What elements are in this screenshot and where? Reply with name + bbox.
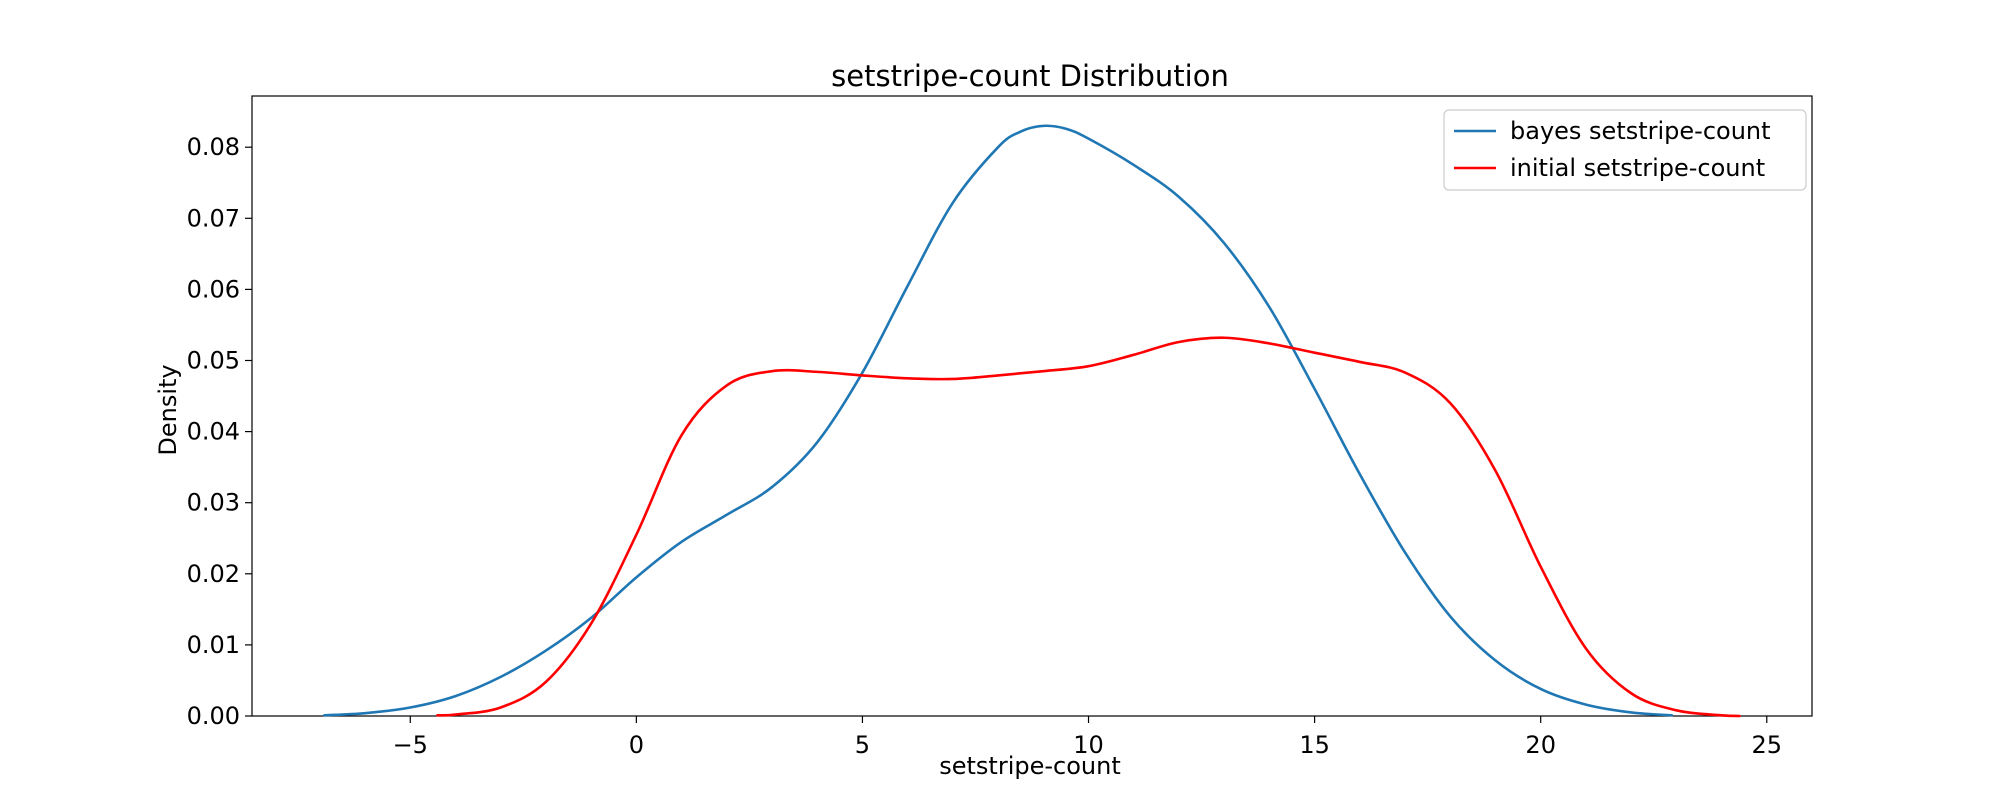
y-tick-label: 0.05 bbox=[187, 346, 240, 374]
y-tick-label: 0.02 bbox=[187, 560, 240, 588]
y-tick-label: 0.07 bbox=[187, 204, 240, 232]
plot-area bbox=[251, 95, 1813, 718]
chart-title: setstripe-count Distribution bbox=[831, 59, 1229, 93]
x-tick-label: 10 bbox=[1073, 731, 1104, 759]
y-tick-label: 0.04 bbox=[187, 418, 240, 446]
y-axis: 0.00 0.01 0.02 0.03 0.04 0.05 0.06 0.07 0.08 bbox=[187, 133, 252, 730]
y-tick-label: 0.00 bbox=[187, 702, 240, 730]
legend-label: bayes setstripe-count bbox=[1510, 117, 1771, 145]
series-line-1 bbox=[436, 336, 1741, 718]
legend-box bbox=[1443, 109, 1807, 191]
y-tick-label: 0.08 bbox=[187, 133, 240, 161]
x-tick-label: 0 bbox=[629, 731, 644, 759]
plot-frame bbox=[251, 95, 1813, 717]
x-axis-label: setstripe-count bbox=[939, 752, 1121, 780]
legend: bayes setstripe-count initial setstripe-c… bbox=[1443, 109, 1807, 191]
x-tick-label: 15 bbox=[1299, 731, 1330, 759]
legend-label: initial setstripe-count bbox=[1510, 154, 1765, 182]
y-axis-label: Density bbox=[154, 364, 182, 455]
y-tick-label: 0.06 bbox=[187, 275, 240, 303]
x-tick-label: 5 bbox=[855, 731, 870, 759]
y-tick-label: 0.01 bbox=[187, 631, 240, 659]
x-tick-label: 25 bbox=[1752, 731, 1783, 759]
series-line-0 bbox=[323, 124, 1674, 717]
x-axis: −5 0 5 10 15 20 25 bbox=[393, 716, 1782, 759]
y-tick-label: 0.03 bbox=[187, 489, 240, 517]
x-tick-label: 20 bbox=[1525, 731, 1556, 759]
x-tick-label: −5 bbox=[393, 731, 428, 759]
